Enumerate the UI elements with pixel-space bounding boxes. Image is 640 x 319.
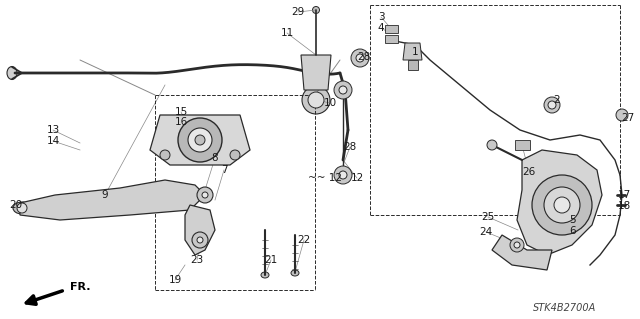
Circle shape (202, 192, 208, 198)
Circle shape (160, 150, 170, 160)
Text: 9: 9 (102, 190, 108, 200)
Text: 27: 27 (621, 113, 635, 123)
Text: 10: 10 (323, 98, 337, 108)
Text: 6: 6 (570, 226, 576, 236)
Circle shape (487, 140, 497, 150)
Circle shape (544, 187, 580, 223)
Circle shape (17, 203, 27, 213)
Circle shape (514, 242, 520, 248)
Text: 24: 24 (479, 227, 493, 237)
Circle shape (230, 150, 240, 160)
Circle shape (548, 101, 556, 109)
Polygon shape (385, 35, 398, 43)
Text: FR.: FR. (70, 282, 90, 292)
Text: 20: 20 (10, 200, 22, 210)
Text: 3: 3 (378, 12, 384, 22)
Text: 1: 1 (412, 47, 419, 57)
Circle shape (334, 81, 352, 99)
Text: 15: 15 (174, 107, 188, 117)
Circle shape (334, 166, 352, 184)
Text: 28: 28 (357, 52, 371, 62)
Polygon shape (185, 205, 215, 255)
Text: 13: 13 (46, 125, 60, 135)
Ellipse shape (13, 202, 31, 214)
Text: 28: 28 (344, 142, 356, 152)
Ellipse shape (291, 270, 299, 276)
Circle shape (544, 97, 560, 113)
Text: 12: 12 (350, 173, 364, 183)
Polygon shape (150, 115, 250, 165)
Circle shape (351, 49, 369, 67)
Circle shape (356, 54, 364, 62)
Circle shape (192, 232, 208, 248)
Polygon shape (20, 180, 205, 220)
Ellipse shape (302, 86, 330, 114)
Circle shape (339, 171, 347, 179)
Text: 22: 22 (298, 235, 310, 245)
Circle shape (510, 238, 524, 252)
Polygon shape (385, 25, 398, 33)
Text: 26: 26 (522, 167, 536, 177)
Circle shape (197, 237, 203, 243)
Circle shape (339, 86, 347, 94)
Text: 2: 2 (554, 95, 560, 105)
Text: STK4B2700A: STK4B2700A (533, 303, 596, 313)
Ellipse shape (261, 272, 269, 278)
Circle shape (532, 175, 592, 235)
Polygon shape (492, 235, 552, 270)
Ellipse shape (312, 6, 319, 13)
Text: 25: 25 (481, 212, 495, 222)
Ellipse shape (7, 66, 17, 79)
Circle shape (178, 118, 222, 162)
Polygon shape (403, 43, 422, 60)
Text: 14: 14 (46, 136, 60, 146)
Circle shape (554, 197, 570, 213)
Text: 21: 21 (264, 255, 278, 265)
Polygon shape (517, 150, 602, 255)
Circle shape (616, 109, 628, 121)
Text: 8: 8 (212, 153, 218, 163)
Circle shape (195, 135, 205, 145)
Polygon shape (515, 140, 530, 150)
Circle shape (308, 92, 324, 108)
Circle shape (188, 128, 212, 152)
Text: 23: 23 (190, 255, 204, 265)
Text: 17: 17 (618, 190, 630, 200)
Text: ~~ 12: ~~ 12 (308, 173, 342, 183)
Text: 5: 5 (570, 215, 576, 225)
Text: 11: 11 (280, 28, 294, 38)
Text: 29: 29 (291, 7, 305, 17)
Text: 4: 4 (378, 23, 384, 33)
Polygon shape (301, 55, 331, 90)
Circle shape (197, 187, 213, 203)
Text: 19: 19 (168, 275, 182, 285)
Text: 18: 18 (618, 201, 630, 211)
Text: 7: 7 (221, 165, 227, 175)
Text: 16: 16 (174, 117, 188, 127)
Polygon shape (408, 60, 418, 70)
